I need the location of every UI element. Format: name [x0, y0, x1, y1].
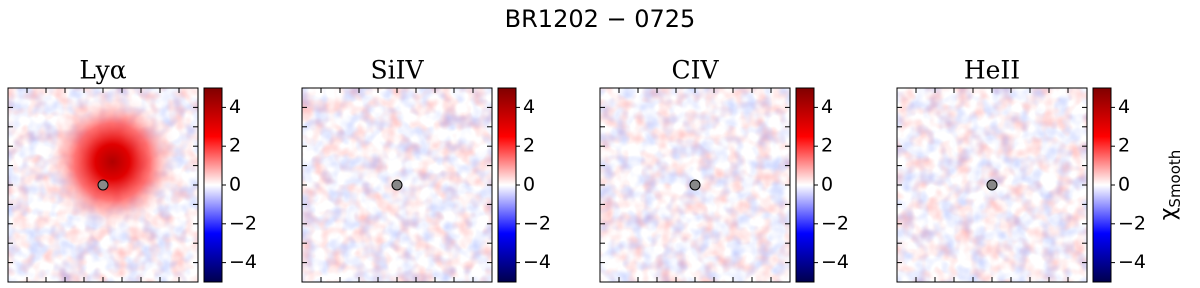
colorbar-tick-label: −4 — [821, 251, 849, 273]
colorbar-tick-label: 0 — [821, 174, 833, 196]
colorbar — [497, 87, 517, 283]
colorbar-label: χSmooth — [1156, 150, 1184, 221]
colorbar-tick-label: 0 — [523, 174, 535, 196]
source-marker — [689, 179, 701, 191]
figure-title: BR1202 − 0725 — [505, 5, 696, 33]
colorbar-tick-label: −2 — [1118, 212, 1146, 234]
panel-title: HeII — [964, 56, 1020, 85]
colorbar-tick-label: −2 — [821, 212, 849, 234]
panel-title: CIV — [671, 56, 719, 85]
colorbar-label-symbol: χ — [1156, 207, 1181, 220]
colorbar-tick-label: −4 — [523, 251, 551, 273]
colorbar-tick-label: 0 — [229, 174, 241, 196]
colorbar-tick-label: −4 — [229, 251, 257, 273]
source-marker — [97, 179, 109, 191]
source-marker — [986, 179, 998, 191]
colorbar-tick-label: 4 — [1118, 96, 1130, 118]
source-marker — [391, 179, 403, 191]
colorbar-tick-label: −4 — [1118, 251, 1146, 273]
colorbar-tick-label: 2 — [821, 135, 833, 157]
panel-title: Lyα — [79, 56, 126, 85]
colorbar-label-subscript: Smooth — [1166, 150, 1184, 208]
colorbar-tick-label: 0 — [1118, 174, 1130, 196]
colorbar-tick-label: 4 — [523, 96, 535, 118]
colorbar-tick-label: 4 — [229, 96, 241, 118]
colorbar-tick-label: 2 — [229, 135, 241, 157]
colorbar — [203, 87, 223, 283]
colorbar-tick-label: 2 — [523, 135, 535, 157]
colorbar — [795, 87, 815, 283]
colorbar-tick-label: 4 — [821, 96, 833, 118]
colorbar-tick-label: 2 — [1118, 135, 1130, 157]
colorbar-tick-label: −2 — [523, 212, 551, 234]
colorbar-tick-label: −2 — [229, 212, 257, 234]
panel-title: SiIV — [370, 56, 424, 85]
colorbar — [1092, 87, 1112, 283]
